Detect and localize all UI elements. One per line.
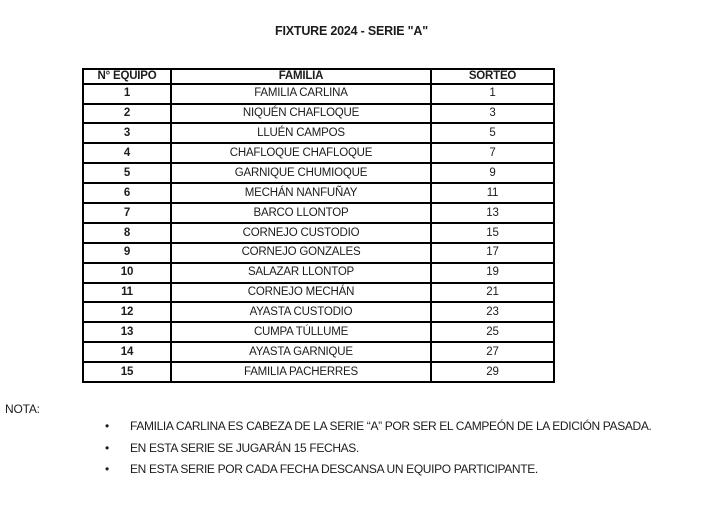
sorteo-cell: 25 <box>430 321 555 344</box>
team-number-cell: 15 <box>82 361 172 383</box>
sorteo-cell: 3 <box>430 102 555 125</box>
table-header-row: N° EQUIPO FAMILIA SORTEO <box>82 68 555 85</box>
fixture-table-container: N° EQUIPO FAMILIA SORTEO 1 FAMILIA CARLIN… <box>82 68 555 383</box>
nota-item-text: EN ESTA SERIE POR CADA FECHA DESCANSA UN… <box>130 462 538 476</box>
sorteo-cell: 7 <box>430 142 555 165</box>
team-number-cell: 11 <box>82 281 172 304</box>
familia-cell: GARNIQUE CHUMIOQUE <box>170 162 432 185</box>
team-number-cell: 1 <box>82 82 172 105</box>
team-number-cell: 4 <box>82 142 172 165</box>
header-familia: FAMILIA <box>170 68 432 85</box>
sorteo-cell: 27 <box>430 341 555 364</box>
familia-cell: CORNEJO GONZALES <box>170 241 432 264</box>
team-number-cell: 3 <box>82 122 172 145</box>
team-number-cell: 13 <box>82 321 172 344</box>
sorteo-cell: 1 <box>430 82 555 105</box>
familia-cell: AYASTA CUSTODIO <box>170 301 432 324</box>
page-title: FIXTURE 2024 - SERIE "A" <box>275 24 428 38</box>
fixture-table-body: 1 FAMILIA CARLINA 1 2 NIQUÉN CHAFLOQUE 3 3 LLUÉ… <box>82 82 555 383</box>
nota-list: • FAMILIA CARLINA ES CABEZA DE LA SERIE “… <box>105 420 700 485</box>
familia-cell: CORNEJO CUSTODIO <box>170 221 432 244</box>
familia-cell: SALAZAR LLONTOP <box>170 261 432 284</box>
table-row: 9 CORNEJO GONZALES 17 <box>82 241 555 264</box>
sorteo-cell: 13 <box>430 201 555 224</box>
sorteo-cell: 15 <box>430 221 555 244</box>
table-row: 15 FAMILIA PACHERRES 29 <box>82 361 555 383</box>
familia-cell: NIQUÉN CHAFLOQUE <box>170 102 432 125</box>
nota-item: • EN ESTA SERIE POR CADA FECHA DESCANSA U… <box>105 463 700 476</box>
table-row: 7 BARCO LLONTOP 13 <box>82 201 555 224</box>
table-row: 13 CUMPA TÚLLUME 25 <box>82 321 555 344</box>
familia-cell: BARCO LLONTOP <box>170 201 432 224</box>
bullet-icon: • <box>105 419 109 433</box>
familia-cell: FAMILIA PACHERRES <box>170 361 432 383</box>
familia-cell: CORNEJO MECHÁN <box>170 281 432 304</box>
sorteo-cell: 19 <box>430 261 555 284</box>
sorteo-cell: 11 <box>430 182 555 204</box>
bullet-icon: • <box>105 440 109 455</box>
bullet-icon: • <box>105 462 109 476</box>
familia-cell: CUMPA TÚLLUME <box>170 321 432 344</box>
table-row: 1 FAMILIA CARLINA 1 <box>82 82 555 105</box>
sorteo-cell: 23 <box>430 301 555 324</box>
table-row: 6 MECHÁN NANFUÑAY 11 <box>82 182 555 204</box>
table-row: 4 CHAFLOQUE CHAFLOQUE 7 <box>82 142 555 165</box>
table-row: 8 CORNEJO CUSTODIO 15 <box>82 221 555 244</box>
sorteo-cell: 21 <box>430 281 555 304</box>
table-row: 11 CORNEJO MECHÁN 21 <box>82 281 555 304</box>
familia-cell: AYASTA GARNIQUE <box>170 341 432 364</box>
nota-item-text: FAMILIA CARLINA ES CABEZA DE LA SERIE “A… <box>130 419 652 433</box>
header-equipo: N° EQUIPO <box>82 68 172 85</box>
sorteo-cell: 29 <box>430 361 555 383</box>
sorteo-cell: 9 <box>430 162 555 185</box>
familia-cell: LLUÉN CAMPOS <box>170 122 432 145</box>
table-row: 10 SALAZAR LLONTOP 19 <box>82 261 555 284</box>
sorteo-cell: 5 <box>430 122 555 145</box>
team-number-cell: 2 <box>82 102 172 125</box>
team-number-cell: 14 <box>82 341 172 364</box>
table-row: 3 LLUÉN CAMPOS 5 <box>82 122 555 145</box>
nota-label: NOTA: <box>5 402 40 416</box>
team-number-cell: 5 <box>82 162 172 185</box>
familia-cell: FAMILIA CARLINA <box>170 82 432 105</box>
sorteo-cell: 17 <box>430 241 555 264</box>
team-number-cell: 10 <box>82 261 172 284</box>
team-number-cell: 6 <box>82 182 172 204</box>
familia-cell: CHAFLOQUE CHAFLOQUE <box>170 142 432 165</box>
nota-item: • EN ESTA SERIE SE JUGARÁN 15 FECHAS. <box>105 440 700 455</box>
table-row: 5 GARNIQUE CHUMIOQUE 9 <box>82 162 555 185</box>
nota-item: • FAMILIA CARLINA ES CABEZA DE LA SERIE “… <box>105 420 700 433</box>
familia-cell: MECHÁN NANFUÑAY <box>170 182 432 204</box>
team-number-cell: 9 <box>82 241 172 264</box>
team-number-cell: 8 <box>82 221 172 244</box>
nota-item-text: EN ESTA SERIE SE JUGARÁN 15 FECHAS. <box>130 440 359 455</box>
team-number-cell: 12 <box>82 301 172 324</box>
table-row: 12 AYASTA CUSTODIO 23 <box>82 301 555 324</box>
table-row: 2 NIQUÉN CHAFLOQUE 3 <box>82 102 555 125</box>
table-row: 14 AYASTA GARNIQUE 27 <box>82 341 555 364</box>
header-sorteo: SORTEO <box>430 68 555 85</box>
team-number-cell: 7 <box>82 201 172 224</box>
fixture-table: N° EQUIPO FAMILIA SORTEO 1 FAMILIA CARLIN… <box>82 68 555 383</box>
